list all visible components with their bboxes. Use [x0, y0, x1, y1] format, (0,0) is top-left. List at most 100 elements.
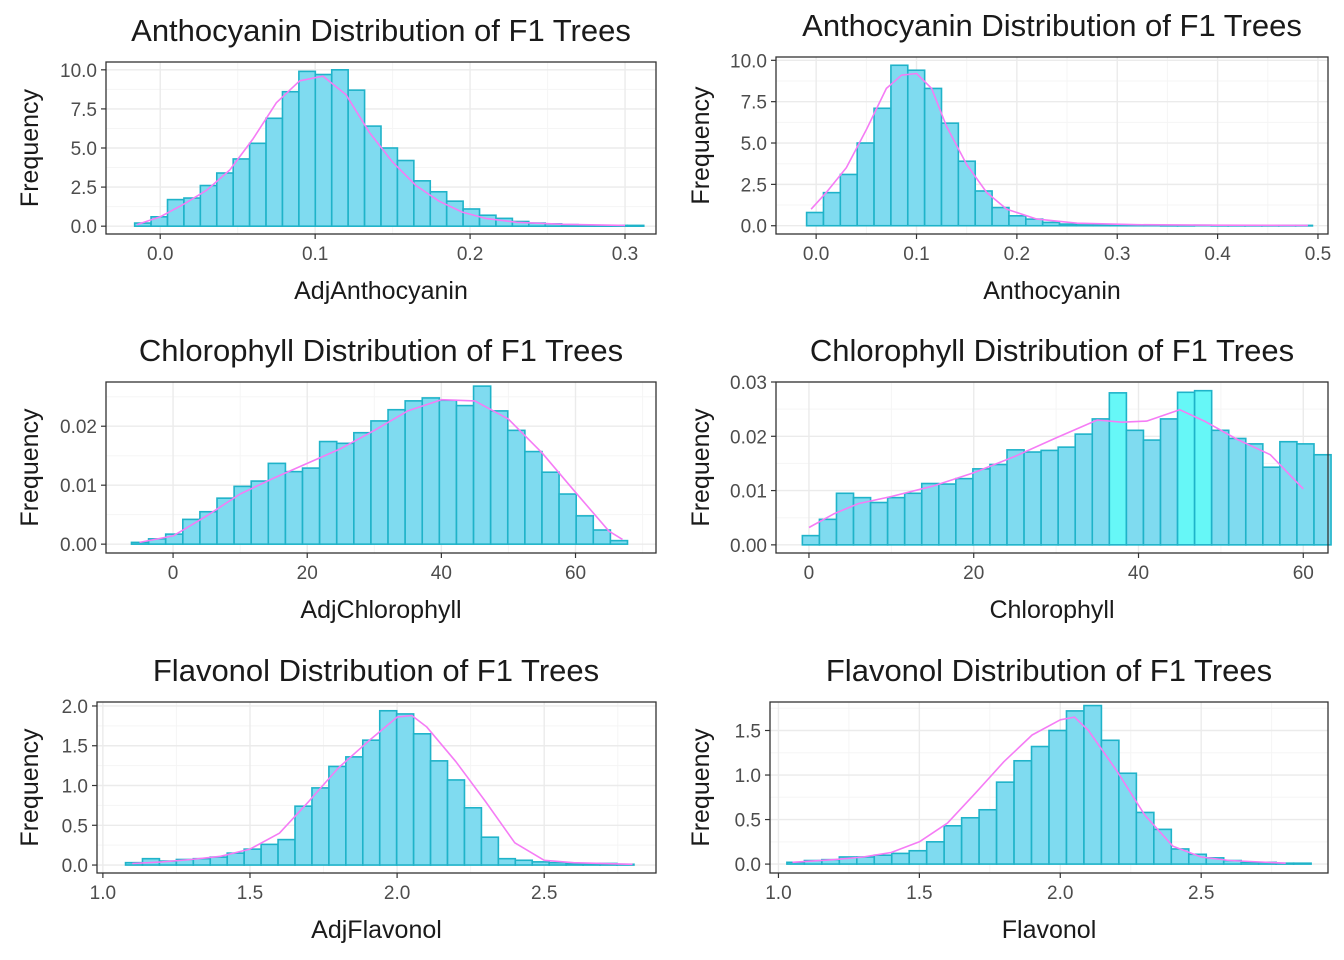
histogram-bar [972, 468, 991, 546]
histogram-bar [908, 849, 928, 865]
histogram-bar [361, 739, 381, 866]
density-curve [808, 408, 1304, 529]
y-tick-label: 0.5 [735, 811, 761, 832]
histogram-bar [1240, 861, 1260, 865]
histogram-bar [592, 529, 612, 545]
histogram-bar [1023, 451, 1042, 546]
histogram-bar [265, 117, 284, 227]
histogram-bar [277, 838, 296, 866]
x-tick-label: 1.5 [237, 883, 263, 904]
y-tick-label: 0.03 [730, 373, 767, 394]
y-tick-label: 10.0 [730, 51, 767, 72]
histogram-bar [233, 485, 253, 545]
y-axis-label: Frequency [687, 408, 715, 527]
histogram-bar [395, 713, 415, 866]
x-tick-label: 40 [431, 563, 452, 584]
histogram-bar [940, 122, 960, 227]
y-tick-label: 0.0 [62, 856, 88, 877]
x-tick-label: 20 [297, 563, 318, 584]
y-tick-label: 0.5 [62, 816, 88, 837]
histogram-bar [890, 852, 911, 865]
x-tick-label: 1.5 [906, 883, 932, 904]
histogram-bar [548, 861, 567, 866]
histogram-bar [1006, 449, 1025, 546]
histogram-bar [506, 429, 526, 545]
y-tick-label: 1.0 [735, 766, 761, 787]
histogram-bar [801, 534, 821, 546]
histogram-bar [1075, 224, 1095, 227]
histogram-bar [873, 854, 893, 865]
histogram-bar [335, 442, 355, 545]
histogram-bar [524, 450, 543, 545]
chart-title: Chlorophyll Distribution of F1 Trees [139, 333, 623, 368]
x-tick-label: 0.2 [457, 244, 483, 265]
histogram-bar [1074, 433, 1094, 546]
panel-border [769, 701, 1329, 874]
y-tick-label: 1.0 [62, 777, 88, 798]
y-tick-label: 5.0 [741, 134, 767, 155]
panel-border [775, 56, 1329, 235]
histogram-bar [1279, 440, 1298, 546]
histogram-bar [387, 408, 406, 545]
y-tick-label: 0.02 [60, 417, 97, 438]
histogram-bar [345, 756, 364, 866]
histogram-bar [281, 90, 300, 227]
x-tick-label: 2.5 [531, 883, 557, 904]
x-tick-label: 60 [1293, 563, 1314, 584]
histogram-bar [989, 463, 1008, 546]
x-tick-label: 60 [565, 563, 586, 584]
histogram-bar [978, 808, 998, 865]
histogram-bar [1058, 223, 1078, 227]
histogram-bar [248, 142, 267, 227]
histogram-bar [166, 198, 185, 227]
panel-border [105, 381, 657, 554]
histogram-bar [226, 852, 245, 866]
y-axis-label: Frequency [687, 86, 715, 205]
histogram-bar [1125, 429, 1145, 546]
panel-border [96, 701, 657, 874]
x-axis-label: AdjChlorophyll [300, 596, 461, 624]
y-tick-label: 2.0 [62, 697, 88, 718]
histogram-bar [937, 483, 957, 546]
histogram-bar [380, 147, 399, 227]
histogram-bar [960, 816, 980, 865]
histogram-bar [1292, 862, 1312, 865]
y-tick-label: 2.5 [71, 178, 97, 199]
chart-title: Flavonol Distribution of F1 Trees [153, 653, 599, 688]
histogram-bar [267, 462, 287, 545]
x-tick-label: 0.0 [803, 244, 829, 265]
histogram-bar [609, 539, 629, 545]
x-tick-label: 0.3 [612, 244, 638, 265]
histogram-bar [890, 64, 909, 227]
histogram-bar [1313, 453, 1332, 546]
histogram-bar [497, 857, 517, 866]
histogram-bar [626, 224, 645, 227]
chart-title: Chlorophyll Distribution of F1 Trees [810, 333, 1294, 368]
x-tick-label: 0.3 [1104, 244, 1130, 265]
histogram-bar [232, 158, 251, 227]
x-tick-label: 0.2 [1004, 244, 1030, 265]
x-tick-label: 40 [1128, 563, 1149, 584]
histogram-bar [1013, 759, 1033, 865]
x-axis-label: AdjAnthocyanin [294, 277, 468, 305]
histogram-bar [531, 861, 551, 866]
histogram-bar [856, 142, 875, 227]
density-curve [132, 714, 633, 866]
histogram-bar [565, 862, 584, 866]
panel-border [775, 381, 1329, 554]
histogram-bar [445, 200, 464, 227]
y-tick-label: 7.5 [741, 93, 767, 114]
histogram-bar [216, 497, 235, 545]
x-tick-label: 0.0 [147, 244, 173, 265]
density-curve [136, 75, 626, 227]
histogram-bar [181, 518, 201, 545]
histogram-bar [1142, 439, 1162, 546]
histogram-bar [1008, 215, 1027, 227]
histogram-bar [1159, 418, 1179, 546]
histogram-bar [835, 492, 855, 546]
chart-title: Anthocyanin Distribution of F1 Trees [802, 8, 1302, 43]
y-tick-label: 0.01 [60, 476, 97, 497]
histogram-bar [991, 206, 1010, 227]
histogram-bar [575, 515, 595, 545]
